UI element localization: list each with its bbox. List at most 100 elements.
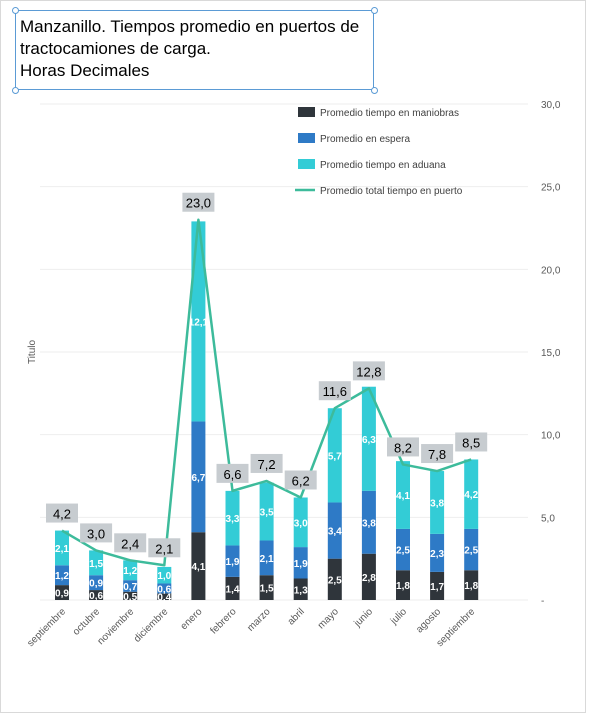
- bar-segment: [327, 502, 342, 559]
- bar-data-label: 1,5: [260, 584, 274, 595]
- chart-title-line-1: Manzanillo. Tiempos promedio en puertos …: [20, 17, 360, 36]
- bar-segment: [157, 566, 172, 584]
- resize-handle-bottom-left[interactable]: [12, 87, 19, 94]
- bar-segment: [293, 547, 308, 579]
- chart-title-box[interactable]: Manzanillo. Tiempos promedio en puertos …: [15, 10, 374, 90]
- bar-segment: [123, 560, 138, 581]
- bar-data-label: 12,1: [189, 317, 209, 328]
- total-data-label: 6,6: [223, 467, 241, 482]
- legend-swatch: [298, 107, 315, 117]
- bar-data-label: 1,2: [123, 566, 137, 577]
- bar-segment: [464, 528, 479, 571]
- bar-data-label: 3,0: [294, 518, 308, 529]
- bar-data-label: 1,2: [55, 571, 69, 582]
- total-label-box: [455, 432, 488, 452]
- bar-segment: [89, 550, 104, 576]
- total-data-label: 7,2: [258, 457, 276, 472]
- bar-segment: [430, 471, 445, 534]
- x-tick-label: marzo: [245, 606, 273, 634]
- bar-data-label: 4,1: [396, 491, 410, 502]
- bar-data-label: 4,1: [191, 562, 205, 573]
- x-tick-label: octubre: [71, 606, 103, 638]
- legend-label: Promedio en espera: [320, 134, 410, 145]
- total-data-label: 8,2: [394, 440, 412, 455]
- x-tick-label: diciembre: [132, 606, 171, 645]
- bar-segment: [396, 461, 410, 529]
- total-label-box: [318, 381, 351, 401]
- bar-segment: [396, 570, 410, 600]
- bar-data-label: 0,9: [55, 589, 69, 600]
- bar-data-label: 3,3: [226, 514, 240, 525]
- total-label-box: [80, 523, 113, 543]
- bar-segment: [225, 545, 240, 577]
- bar-segment: [191, 421, 206, 533]
- legend-label: Promedio tiempo en aduana: [320, 160, 446, 171]
- bar-data-label: 2,5: [396, 546, 410, 557]
- bar-segment: [430, 571, 445, 600]
- total-label-box: [114, 533, 147, 553]
- bar-segment: [55, 530, 69, 566]
- total-label-box: [387, 437, 419, 457]
- bar-data-label: 1,7: [430, 582, 444, 593]
- bar-data-label: 0,4: [157, 593, 171, 604]
- total-label-box: [182, 192, 215, 212]
- x-tick-label: abril: [286, 606, 307, 627]
- total-label-box: [352, 361, 385, 381]
- bar-segment: [361, 490, 376, 554]
- bar-data-label: 6,7: [191, 473, 205, 484]
- bar-data-label: 2,8: [362, 573, 376, 584]
- bar-data-label: 2,1: [260, 554, 274, 565]
- legend-swatch: [298, 133, 315, 143]
- total-label-box: [216, 463, 249, 483]
- bar-data-label: 4,2: [464, 490, 478, 501]
- bar-data-label: 3,8: [362, 518, 376, 529]
- x-tick-label: agosto: [414, 606, 443, 635]
- bar-segment: [225, 576, 240, 600]
- y-tick-label: 10,0: [541, 431, 561, 442]
- bar-data-label: 1,8: [396, 581, 410, 592]
- bar-data-label: 3,8: [430, 498, 444, 509]
- total-data-label: 4,2: [53, 507, 71, 522]
- total-data-label: 2,4: [121, 536, 139, 551]
- bar-segment: [55, 565, 69, 586]
- resize-handle-top-right[interactable]: [371, 7, 378, 14]
- total-data-label: 7,8: [428, 447, 446, 462]
- total-data-label: 3,0: [87, 526, 105, 541]
- legend-label: Promedio tiempo en maniobras: [320, 108, 459, 119]
- bar-data-label: 1,0: [157, 571, 171, 582]
- x-tick-label: mayo: [316, 606, 341, 631]
- total-data-label: 8,5: [462, 435, 480, 450]
- y-tick-label: 15,0: [541, 348, 561, 359]
- bar-segment: [123, 580, 138, 592]
- bar-data-label: 2,5: [328, 575, 342, 586]
- total-data-label: 12,8: [356, 364, 381, 379]
- bar-segment: [157, 583, 172, 594]
- total-label-box: [46, 503, 78, 523]
- y-tick-label: 20,0: [541, 265, 561, 276]
- total-data-label: 11,6: [323, 384, 347, 399]
- chart-title-line-3: Horas Decimales: [20, 61, 150, 80]
- x-tick-label: enero: [179, 606, 205, 632]
- total-data-label: 6,2: [292, 473, 310, 488]
- bar-segment: [259, 575, 274, 600]
- legend-label: Promedio total tiempo en puerto: [320, 186, 463, 197]
- bar-segment: [259, 540, 274, 576]
- bar-data-label: 0,6: [89, 591, 103, 602]
- resize-handle-bottom-right[interactable]: [371, 87, 378, 94]
- bar-data-label: 5,7: [328, 451, 342, 462]
- resize-handle-top-left[interactable]: [12, 7, 19, 14]
- bar-segment: [361, 386, 376, 491]
- bar-data-label: 1,8: [464, 581, 478, 592]
- bar-data-label: 1,5: [89, 559, 103, 570]
- bar-segment: [191, 221, 206, 422]
- total-data-label: 23,0: [186, 196, 211, 211]
- bar-data-label: 0,6: [157, 584, 171, 595]
- bar-data-label: 3,4: [328, 527, 342, 538]
- chart-title-line-2: tractocamiones de carga.: [20, 39, 211, 58]
- y-tick-label: -: [541, 596, 544, 607]
- bar-data-label: 1,3: [294, 585, 308, 596]
- bar-segment: [55, 585, 69, 600]
- bar-data-label: 3,5: [260, 508, 274, 519]
- x-tick-label: febrero: [208, 606, 238, 636]
- bar-segment: [327, 408, 342, 503]
